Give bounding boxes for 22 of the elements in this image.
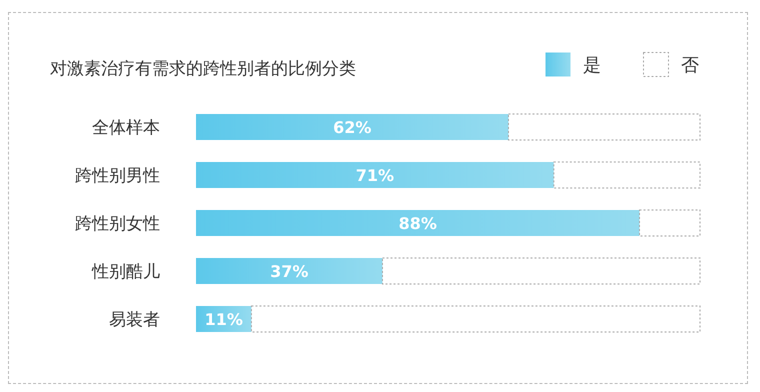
- chart-title: 对激素治疗有需求的跨性别者的比例分类: [50, 59, 356, 79]
- bar: [250, 306, 700, 332]
- bar: [196, 162, 554, 188]
- bar: [196, 210, 640, 236]
- y-tick-label: 易装者: [109, 310, 160, 330]
- bar: [196, 258, 382, 284]
- legend-label: 是: [583, 55, 601, 76]
- bar: [196, 114, 508, 140]
- bar: [382, 258, 700, 284]
- bar: [639, 210, 700, 236]
- y-tick-label: 性别酷儿: [91, 262, 160, 282]
- y-tick-label: 全体样本: [92, 118, 160, 138]
- data-label: 11%: [204, 310, 243, 329]
- bar: [508, 114, 700, 140]
- y-tick-label: 跨性别男性: [75, 166, 160, 186]
- data-label: 88%: [398, 214, 437, 233]
- data-label: 62%: [333, 118, 372, 137]
- data-label: 37%: [270, 262, 308, 281]
- data-label: 71%: [356, 166, 394, 185]
- bar: [553, 162, 700, 188]
- legend-label: 否: [681, 55, 699, 76]
- y-tick-label: 跨性别女性: [75, 214, 160, 234]
